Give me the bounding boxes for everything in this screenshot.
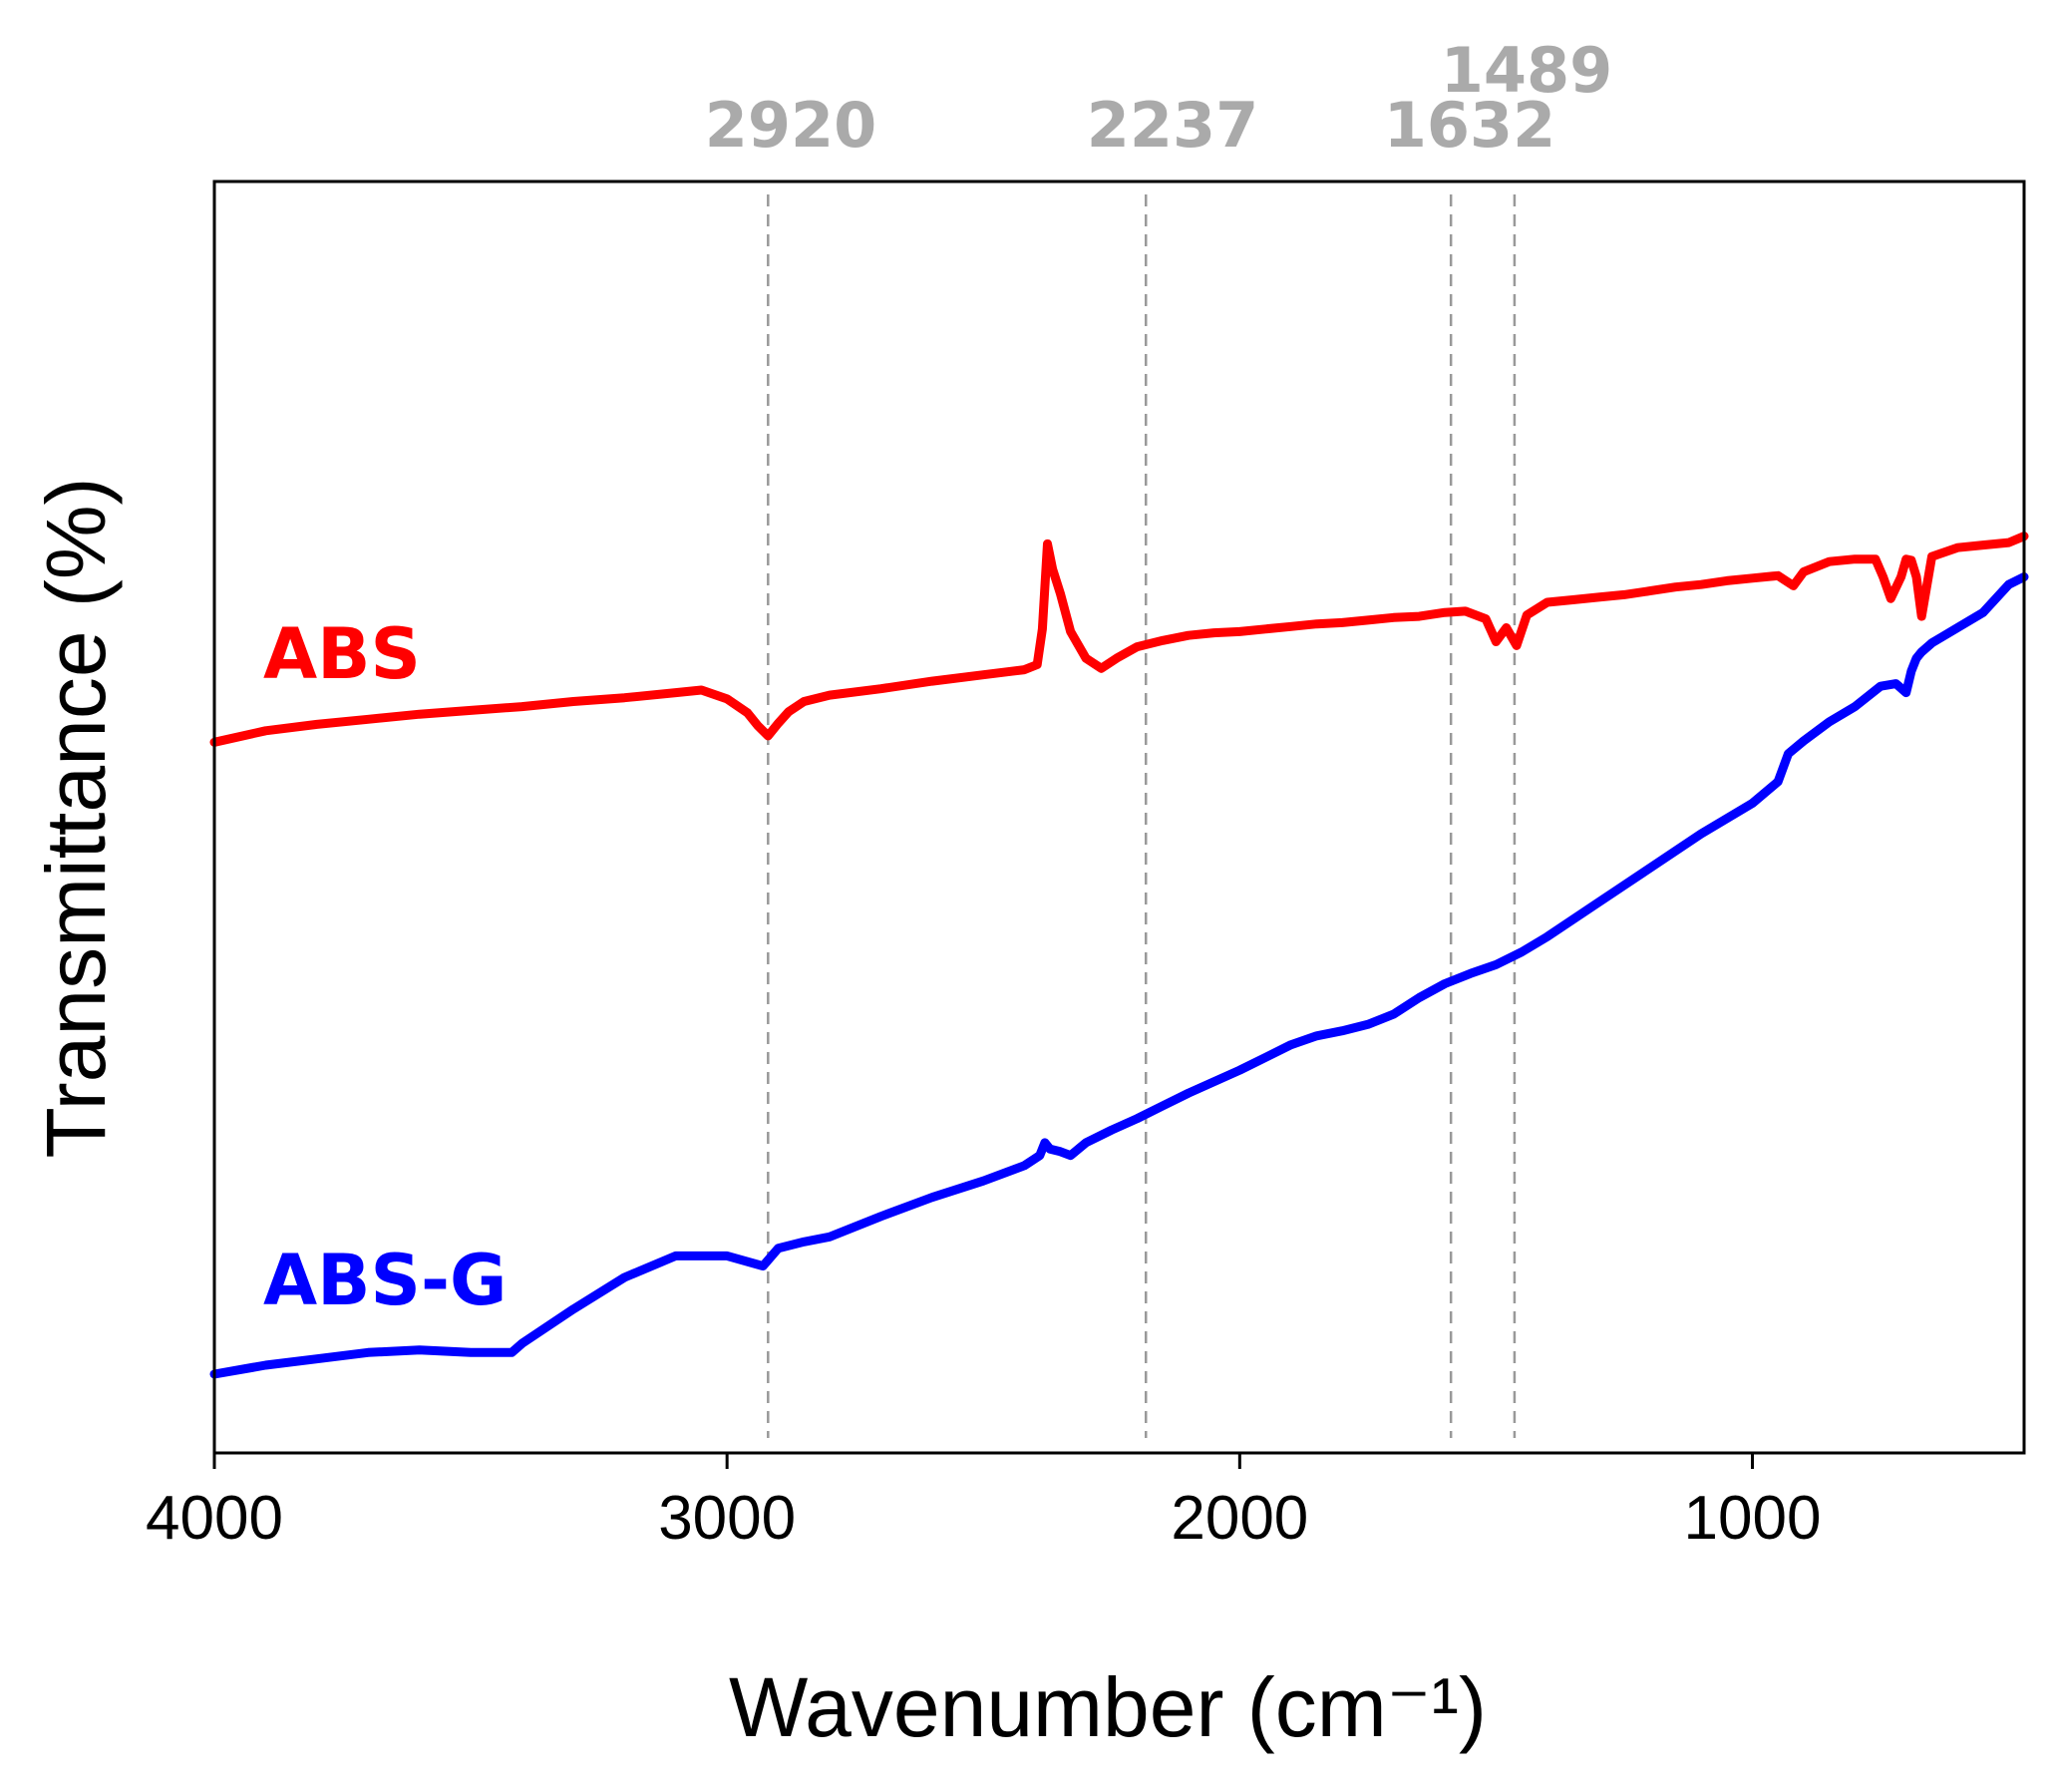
peak-label-2920: 2920 xyxy=(705,89,877,162)
peak-label-2237: 2237 xyxy=(1087,89,1259,162)
series-line-abs-g xyxy=(209,572,2029,1379)
series-label-abs: ABS xyxy=(263,613,421,695)
series-line-abs xyxy=(209,532,2029,747)
peak-label-1632: 1632 xyxy=(1384,89,1556,162)
peak-reference-lines xyxy=(767,194,1517,1438)
x-tick-label-2000: 2000 xyxy=(1171,1484,1308,1553)
series-label-abs-g: ABS-G xyxy=(263,1240,507,1321)
peak-label-1489: 1489 xyxy=(1441,34,1613,107)
plot-frame xyxy=(212,179,2026,1455)
y-axis-title: Transmittance (%) xyxy=(29,477,123,1158)
series-layer xyxy=(209,532,2029,1379)
x-axis-title: Wavenumber (cm⁻¹) xyxy=(729,1660,1487,1754)
x-tick-label-3000: 3000 xyxy=(658,1484,796,1553)
x-axis-ticks: 4000 3000 2000 1000 xyxy=(146,1453,1821,1553)
x-tick-label-1000: 1000 xyxy=(1684,1484,1822,1553)
x-tick-label-4000: 4000 xyxy=(146,1484,283,1553)
